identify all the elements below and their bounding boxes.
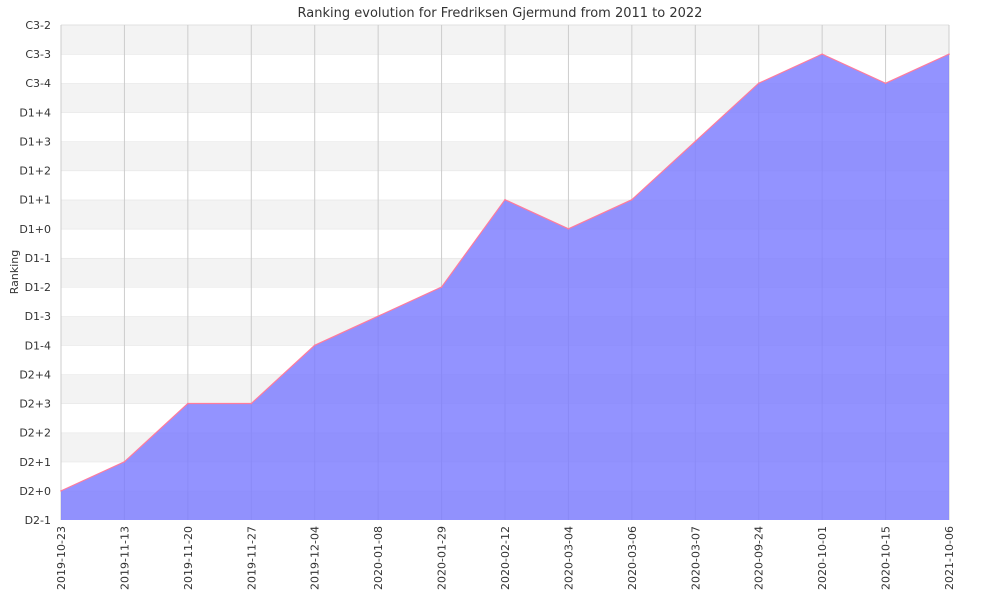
x-tick-labels: 2019-10-23 2019-11-13 2019-11-20 2019-11-27… (55, 526, 956, 590)
data-point-6 (440, 286, 443, 288)
y-tick-label: D1+2 (19, 165, 51, 178)
data-point-11 (757, 82, 760, 85)
x-tick-label: 2020-03-06 (626, 526, 639, 590)
y-tick-label: D1-4 (25, 339, 51, 352)
data-point-8 (567, 228, 570, 230)
y-tick-label: D2+0 (19, 485, 51, 498)
data-point-2 (187, 402, 189, 405)
x-tick-label: 2020-10-15 (880, 526, 893, 590)
y-tick-label: D2+1 (19, 456, 51, 469)
y-tick-label: D1-2 (25, 281, 51, 294)
y-tick-label: D1+0 (19, 223, 51, 236)
y-tick-label: C3-4 (25, 77, 51, 90)
x-tick-label: 2020-01-08 (372, 526, 385, 590)
chart-title: Ranking evolution for Fredriksen Gjermun… (298, 6, 703, 21)
data-point-0 (60, 490, 62, 492)
data-point-12 (821, 53, 823, 55)
data-point-1 (123, 460, 126, 463)
y-tick-label: C3-2 (25, 19, 51, 32)
data-point-10 (694, 140, 697, 143)
area-fill (61, 54, 949, 520)
x-tick-label: 2019-12-04 (309, 526, 322, 590)
y-tick-label: D1+4 (19, 106, 51, 119)
y-tick-label: D1-3 (25, 310, 51, 323)
data-point-14 (948, 53, 950, 55)
y-tick-label: D1+3 (19, 135, 51, 148)
x-tick-label: 2021-10-06 (943, 526, 956, 590)
x-tick-label: 2019-11-20 (182, 526, 195, 590)
y-axis-label: Ranking (8, 250, 21, 295)
y-tick-label: D2+4 (19, 368, 51, 381)
area-series (60, 53, 950, 520)
x-tick-label: 2020-03-04 (562, 526, 575, 590)
data-point-9 (631, 198, 633, 201)
data-point-5 (377, 315, 379, 317)
x-tick-label: 2020-09-24 (753, 526, 766, 590)
x-tick-label: 2020-03-07 (689, 526, 702, 590)
data-point-7 (504, 198, 506, 201)
x-tick-label: 2020-01-29 (436, 526, 449, 590)
data-point-13 (884, 82, 887, 85)
y-tick-label: D2-1 (25, 514, 51, 527)
x-tick-label: 2020-10-01 (816, 526, 829, 590)
y-tick-label: C3-3 (25, 48, 51, 61)
x-tick-label: 2019-11-27 (245, 526, 258, 590)
y-tick-label: D2+3 (19, 398, 51, 411)
data-point-4 (313, 344, 316, 347)
y-tick-label: D2+2 (19, 427, 51, 440)
data-point-3 (250, 402, 253, 405)
x-tick-label: 2020-02-12 (499, 526, 512, 590)
x-tick-label: 2019-11-13 (118, 526, 131, 590)
y-tick-label: D1+1 (19, 194, 51, 207)
x-tick-label: 2019-10-23 (55, 526, 68, 590)
y-tick-labels: D2-1 D2+0 D2+1 D2+2 D2+3 D2+4 D1-4 D1-3 D1-2 D1-1… (19, 19, 51, 527)
y-tick-label: D1-1 (25, 252, 51, 265)
